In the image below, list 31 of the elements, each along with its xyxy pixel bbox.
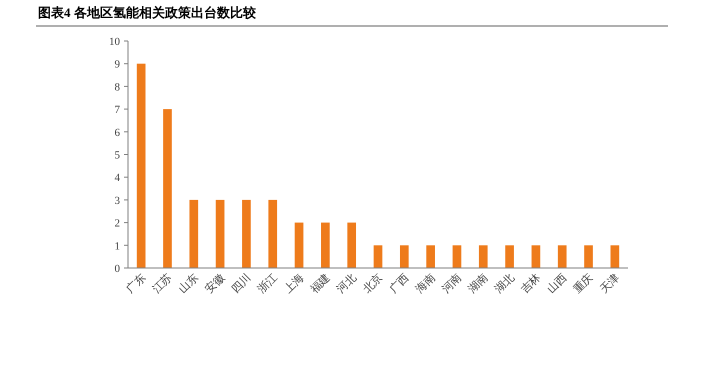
x-tick-label: 广东 xyxy=(124,270,148,296)
x-tick-label: 广西 xyxy=(386,270,412,296)
y-tick-label: 7 xyxy=(114,104,120,116)
y-tick-label: 2 xyxy=(114,218,120,230)
x-tick-label: 浙江 xyxy=(255,270,280,296)
chart-title: 图表4 各地区氢能相关政策出台数比较 xyxy=(38,5,257,20)
x-tick-label: 江苏 xyxy=(150,270,175,296)
x-tick-label: 山西 xyxy=(544,270,570,296)
x-tick-label: 湖南 xyxy=(466,270,490,296)
y-tick-label: 4 xyxy=(114,172,120,184)
y-tick-label: 1 xyxy=(114,240,120,252)
x-tick-label: 福建 xyxy=(308,270,332,296)
x-tick-label: 河南 xyxy=(439,270,464,296)
x-tick-label: 河北 xyxy=(334,270,359,296)
x-tick-label: 山东 xyxy=(176,270,201,296)
x-tick-label: 重庆 xyxy=(570,270,596,296)
y-tick-label: 10 xyxy=(109,36,120,48)
y-tick-label: 6 xyxy=(114,126,120,139)
x-tick-label: 海南 xyxy=(413,270,438,296)
x-tick-label: 四川 xyxy=(228,270,254,296)
y-tick-label: 3 xyxy=(114,194,120,207)
y-tick-label: 8 xyxy=(114,81,120,94)
y-tick-label: 5 xyxy=(114,150,120,162)
x-tick-label: 北京 xyxy=(360,270,386,296)
x-tick-label: 天津 xyxy=(597,270,622,296)
x-tick-label: 湖北 xyxy=(492,270,517,296)
x-tick-label: 上海 xyxy=(281,270,306,296)
y-tick-label: 0 xyxy=(114,263,120,275)
y-tick-label: 9 xyxy=(114,58,120,71)
x-tick-label: 安徽 xyxy=(202,270,228,296)
x-tick-label: 吉林 xyxy=(518,270,544,296)
